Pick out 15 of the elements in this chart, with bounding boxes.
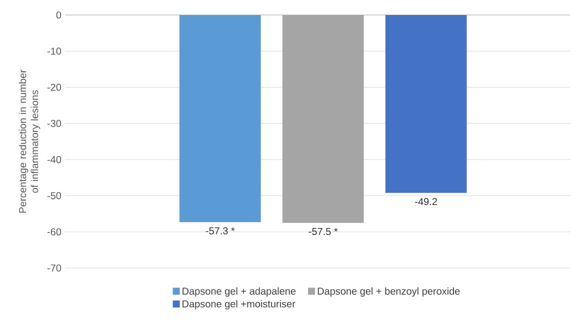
y-tick-label: 0 — [56, 11, 62, 19]
y-tick-label: -40 — [47, 156, 62, 164]
legend-label: Dapsone gel +moisturiser — [182, 300, 296, 310]
y-tick-label: -20 — [47, 84, 62, 91]
y-tick-label: -60 — [47, 228, 62, 236]
data-label: -49.2 — [415, 198, 437, 206]
legend-label: Dapsone gel + benzoyl peroxide — [318, 287, 460, 297]
y-tick-label: -10 — [47, 48, 62, 55]
y-tick-label: -70 — [47, 264, 62, 272]
data-label: -57.5 * — [308, 228, 338, 235]
y-axis-title: Percentage reduction in number of inflammatory lesions — [18, 70, 40, 213]
legend-label: Dapsone gel + adapalene — [182, 287, 296, 297]
data-label: -57.3 * — [206, 227, 235, 234]
y-tick-label: -30 — [47, 120, 62, 127]
y-tick-label: -50 — [47, 192, 62, 200]
